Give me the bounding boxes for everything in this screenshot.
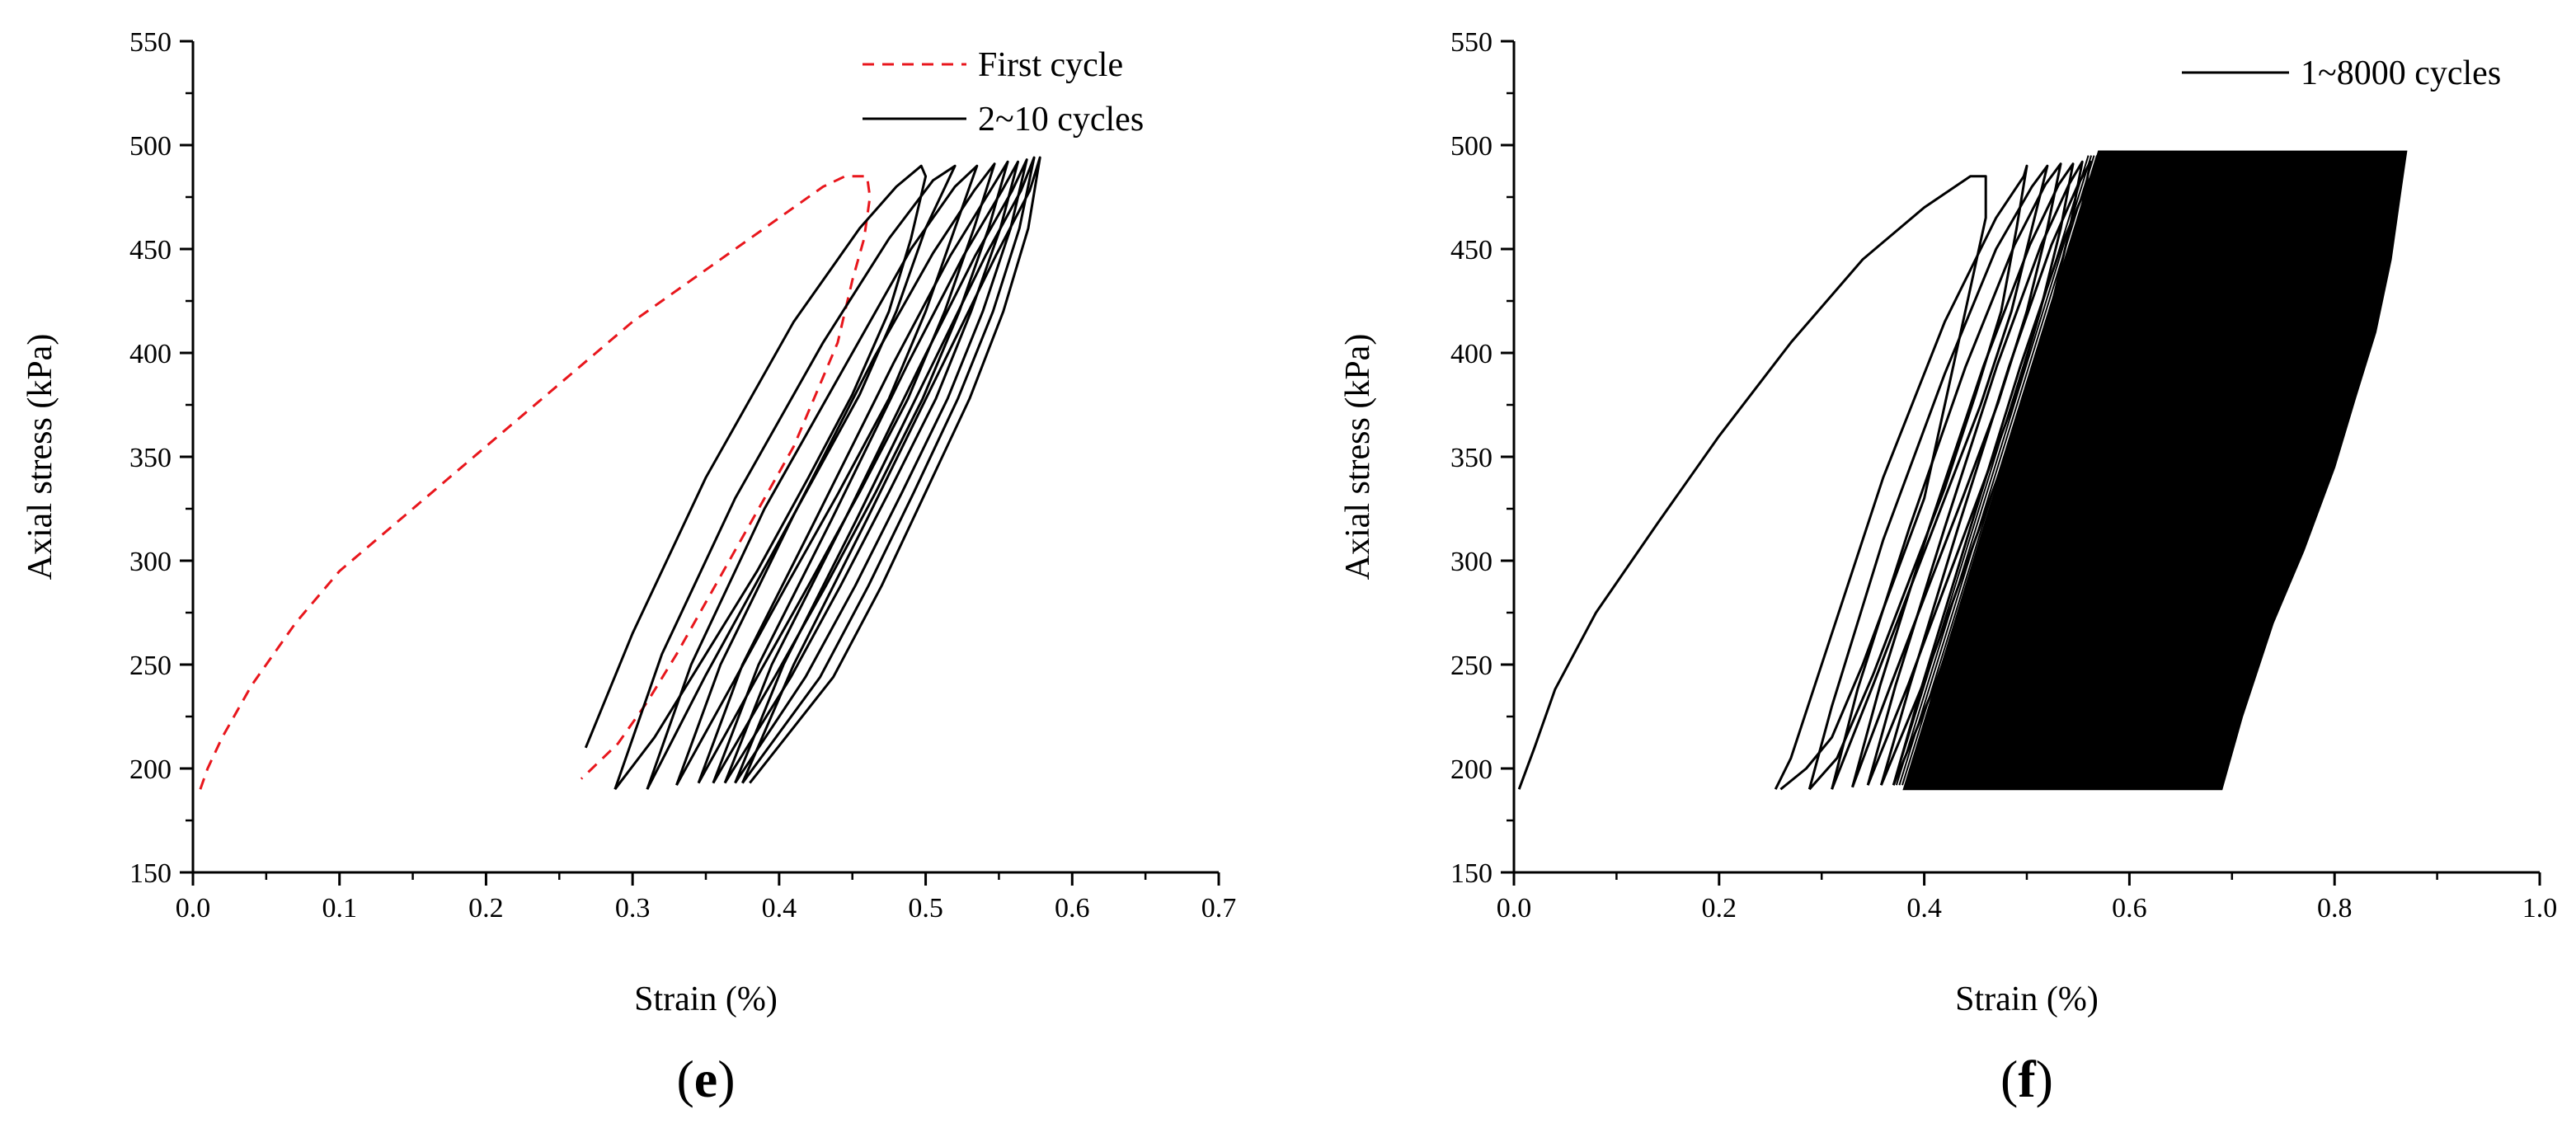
- cycle-line-27: [1972, 155, 2167, 786]
- e-x-tick-label: 0.1: [322, 893, 357, 924]
- panel-e-x-axis-title: Strain (%): [634, 980, 778, 1018]
- panel-e-label: (e): [676, 1050, 735, 1108]
- f-x-tick-label: 0.2: [1702, 893, 1737, 924]
- e-x-tick-label: 0.2: [468, 893, 504, 924]
- cycle-line-17: [1943, 155, 2138, 786]
- f-x-tick-label: 0.0: [1497, 893, 1532, 924]
- early-cycle-2: [1774, 164, 2028, 791]
- early-cycle-8: [1892, 158, 2100, 786]
- panel-f-series-layer: [1517, 150, 2408, 791]
- cycle-line-16: [1939, 155, 2135, 786]
- f-y-tick-label: 250: [1450, 651, 1492, 681]
- first-cycle-line: [199, 175, 872, 790]
- e-x-tick-label: 0.3: [615, 893, 651, 924]
- cycle-line-35: [1995, 155, 2189, 786]
- f-x-tick-label: 0.4: [1906, 893, 1942, 924]
- cycle-line-23: [1960, 155, 2155, 786]
- cycle-line-1: [1895, 155, 2093, 786]
- cycle-line-22: [1957, 155, 2152, 786]
- cycle-line-30: [1981, 155, 2175, 786]
- cycle-line-18: [1945, 155, 2141, 786]
- e-x-tick-label: 0.0: [176, 893, 211, 924]
- cycle-line-21: [1954, 155, 2150, 786]
- cycle-line-39: [2007, 155, 2201, 786]
- panel-f-chart: 150 200 250 300 350 400 450 500 550 0.0 0.2 0.4 0.6 0…: [1339, 27, 2557, 1108]
- cycle-line-6: [1910, 155, 2107, 786]
- cycle-line-36: [1998, 155, 2193, 786]
- f-x-tick-label: 0.6: [2112, 893, 2147, 924]
- f-x-tick-label: 0.8: [2317, 893, 2353, 924]
- cycle-loop-10: [741, 156, 1041, 784]
- early-cycle-6: [1866, 160, 2084, 786]
- cycle-line-12: [1928, 155, 2124, 786]
- panel-e-axes: 150 200 250 300 350 400 450 500 550 0.0 0.1 0.2 0.3 0…: [129, 27, 1236, 924]
- cycle-line-37: [2001, 155, 2195, 786]
- panel-f-y-axis-title: Axial stress (kPa): [1339, 334, 1377, 580]
- cycle-line-33: [1990, 155, 2183, 786]
- panel-f-legend: 1~8000 cycles: [2182, 54, 2501, 92]
- panel-f-label: (f): [2000, 1050, 2053, 1108]
- cycle-line-28: [1975, 155, 2169, 786]
- f-y-tick-label: 500: [1450, 131, 1492, 162]
- cycle-loop-8: [723, 158, 1028, 784]
- panel-f-x-axis-title: Strain (%): [1955, 980, 2099, 1018]
- cycle-line-19: [1948, 155, 2144, 786]
- e-y-tick-label: 400: [129, 339, 172, 369]
- e-x-tick-label: 0.6: [1055, 893, 1090, 924]
- e-y-tick-label: 300: [129, 547, 172, 577]
- cycle-loop-5: [675, 162, 996, 786]
- cycle-line-31: [1984, 155, 2178, 786]
- f-y-tick-label: 550: [1450, 27, 1492, 58]
- e-x-tick-label: 0.5: [908, 893, 943, 924]
- legend-first-cycle-label: First cycle: [978, 46, 1123, 84]
- f-y-tick-label: 150: [1450, 858, 1492, 889]
- e-y-tick-label: 500: [129, 131, 172, 162]
- cycle-line-38: [2005, 155, 2198, 786]
- cycle-line-15: [1936, 155, 2132, 786]
- panel-e-y-axis-title: Axial stress (kPa): [21, 334, 59, 580]
- cycle-line-34: [1992, 155, 2187, 786]
- f-y-tick-label: 400: [1450, 339, 1492, 369]
- cycle-line-14: [1934, 155, 2130, 786]
- e-y-tick-label: 450: [129, 235, 172, 266]
- cycle-line-25: [1966, 155, 2161, 786]
- cycle-loop-4: [646, 164, 979, 790]
- f-y-tick-label: 200: [1450, 754, 1492, 785]
- e-x-tick-label: 0.4: [762, 893, 797, 924]
- e-y-tick-label: 150: [129, 858, 172, 889]
- cycle-line-24: [1963, 155, 2158, 786]
- cycle-loop-9: [734, 156, 1036, 784]
- cycle-line-10: [1922, 155, 2118, 786]
- panel-f-axes: 150 200 250 300 350 400 450 500 550 0.0 0.2 0.4 0.6 0…: [1450, 27, 2557, 924]
- first-loading-line: [1517, 175, 1987, 791]
- cycle-loop-3: [613, 164, 957, 790]
- f-x-tick-label: 1.0: [2522, 893, 2558, 924]
- early-cycle-5: [1851, 162, 2075, 788]
- e-y-tick-label: 550: [129, 27, 172, 58]
- legend-cycles-label: 2~10 cycles: [978, 101, 1144, 139]
- panel-e-chart: 150 200 250 300 350 400 450 500 550 0.0 0.1 0.2 0.3 0…: [21, 27, 1236, 1108]
- legend-8000-cycles-label: 1~8000 cycles: [2301, 54, 2501, 92]
- f-y-tick-label: 300: [1450, 547, 1492, 577]
- e-x-tick-label: 0.7: [1201, 893, 1237, 924]
- cycle-line-26: [1969, 155, 2164, 786]
- f-y-tick-label: 350: [1450, 443, 1492, 473]
- e-y-tick-label: 250: [129, 651, 172, 681]
- cycle-line-29: [1977, 155, 2172, 786]
- e-y-tick-label: 200: [129, 754, 172, 785]
- cycle-loop-6: [697, 160, 1009, 784]
- cycle-line-32: [1986, 155, 2181, 786]
- cycle-line-20: [1951, 155, 2146, 786]
- panel-e-series-layer: [199, 156, 1041, 791]
- e-y-tick-label: 350: [129, 443, 172, 473]
- cycle-loop-2: [584, 164, 928, 791]
- cycle-line-13: [1930, 155, 2127, 786]
- f-y-tick-label: 450: [1450, 235, 1492, 266]
- cycle-line-9: [1919, 155, 2115, 786]
- cycle-loop-7: [712, 160, 1019, 784]
- panel-e-legend: First cycle 2~10 cycles: [863, 46, 1144, 139]
